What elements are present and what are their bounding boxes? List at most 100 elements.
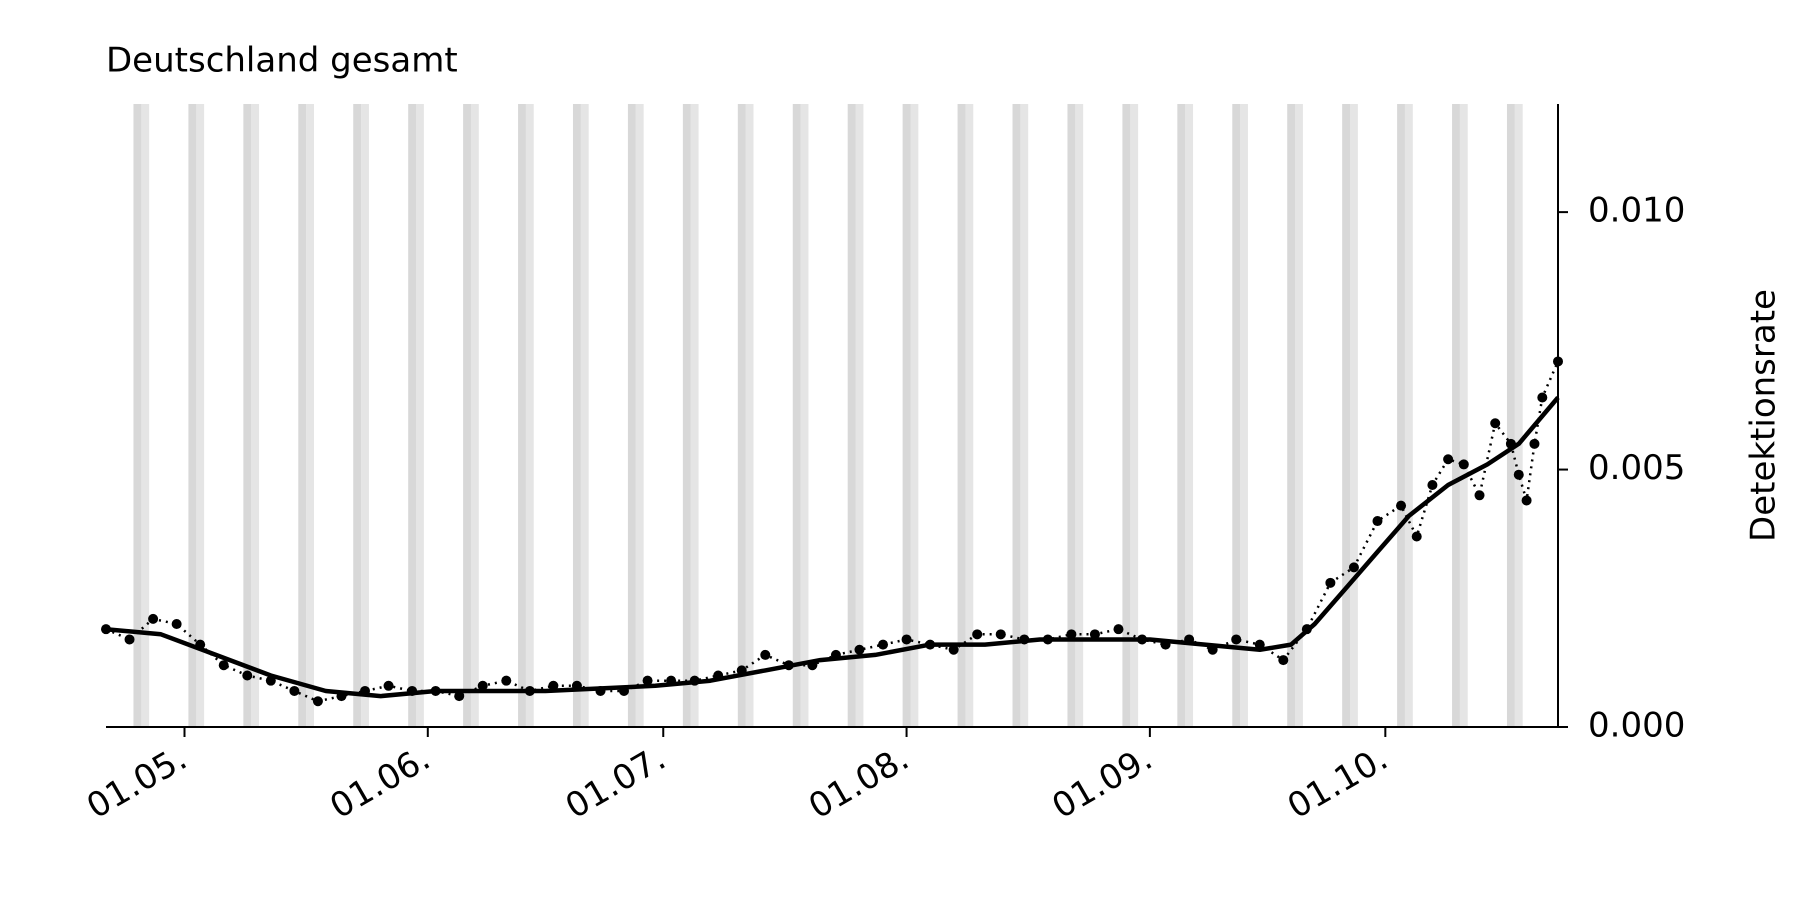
x-tick-label: 01.08. xyxy=(802,738,916,827)
weekend-band xyxy=(1012,104,1021,727)
data-point xyxy=(1396,500,1407,511)
weekend-band xyxy=(133,104,142,727)
weekend-band xyxy=(580,104,589,727)
weekend-band xyxy=(1514,104,1523,727)
weekend-band xyxy=(792,104,801,727)
weekend-band xyxy=(306,104,314,727)
data-point xyxy=(972,629,983,640)
data-point xyxy=(1521,495,1532,506)
weekend-band xyxy=(690,104,699,727)
data-point xyxy=(124,634,135,645)
chart-title: Deutschland gesamt xyxy=(106,41,458,81)
x-tick-label: 01.09. xyxy=(1045,738,1159,827)
weekend-band xyxy=(572,104,581,727)
data-point xyxy=(760,649,771,660)
weekend-band xyxy=(910,104,919,727)
weekend-band xyxy=(470,104,479,727)
weekend-band xyxy=(627,104,636,727)
data-point xyxy=(312,696,323,707)
weekend-band xyxy=(1067,104,1076,727)
data-point xyxy=(383,680,394,691)
weekend-band xyxy=(745,104,754,727)
weekend-band xyxy=(408,104,417,727)
data-point xyxy=(1325,577,1336,588)
weekend-band xyxy=(847,104,856,727)
data-point xyxy=(454,691,465,702)
y-tick-label: 0.000 xyxy=(1588,706,1685,746)
data-line xyxy=(105,360,1560,703)
weekend-band xyxy=(635,104,644,727)
weekend-band xyxy=(1185,104,1194,727)
weekend-band xyxy=(1452,104,1460,727)
data-point xyxy=(901,634,912,645)
data-point xyxy=(948,644,959,655)
weekend-band xyxy=(1122,104,1131,727)
data-point xyxy=(148,613,159,624)
weekend-band xyxy=(1459,104,1468,727)
weekend-band xyxy=(1020,104,1029,727)
data-point xyxy=(1231,634,1242,645)
weekend-band xyxy=(196,104,205,727)
weekend-band xyxy=(682,104,691,727)
weekend-band xyxy=(251,104,260,727)
weekend-band xyxy=(188,104,197,727)
data-point xyxy=(1113,624,1124,635)
weekend-band xyxy=(243,104,252,727)
weekend-band xyxy=(361,104,369,727)
data-point xyxy=(854,644,865,655)
x-tick-label: 01.10. xyxy=(1281,738,1395,827)
weekend-band xyxy=(1506,104,1515,727)
weekend-band xyxy=(141,104,150,727)
data-point xyxy=(1529,438,1540,449)
x-tick-label: 01.05. xyxy=(80,738,194,827)
weekend-band xyxy=(800,104,809,727)
weekend-band xyxy=(1240,104,1248,727)
data-point xyxy=(878,639,889,650)
weekend-band xyxy=(1177,104,1186,727)
weekend-band xyxy=(1075,104,1084,727)
data-point xyxy=(218,660,229,671)
data-point xyxy=(501,675,512,686)
data-point xyxy=(1513,469,1524,480)
data-point xyxy=(995,629,1006,640)
trend-line xyxy=(105,396,1560,699)
data-point xyxy=(1066,629,1077,640)
weekend-band xyxy=(1232,104,1241,727)
weekend-band xyxy=(416,104,424,727)
weekend-band xyxy=(1130,104,1139,727)
data-point xyxy=(1490,418,1501,429)
data-point xyxy=(289,685,300,696)
data-point xyxy=(1474,490,1485,501)
data-point xyxy=(1537,392,1548,403)
weekend-band xyxy=(1295,104,1303,727)
data-point xyxy=(1411,531,1422,542)
data-point xyxy=(1089,629,1100,640)
weekend-band xyxy=(1342,104,1351,727)
weekend-band xyxy=(1397,104,1405,727)
weekend-band xyxy=(855,104,864,727)
weekend-band xyxy=(1404,104,1413,727)
weekend-band xyxy=(298,104,307,727)
data-point xyxy=(477,680,488,691)
weekend-band xyxy=(957,104,966,727)
weekend-band xyxy=(518,104,526,727)
data-point xyxy=(1278,655,1289,666)
weekend-band xyxy=(525,104,534,727)
y-tick-label: 0.005 xyxy=(1588,448,1685,488)
data-point xyxy=(642,675,653,686)
weekend-band xyxy=(902,104,911,727)
weekend-band xyxy=(965,104,974,727)
x-tick-label: 01.06. xyxy=(323,738,437,827)
data-point xyxy=(1458,459,1469,470)
data-point xyxy=(242,670,253,681)
weekend-band xyxy=(463,104,471,727)
data-point xyxy=(1553,356,1563,367)
data-point xyxy=(1443,454,1454,465)
y-axis-label: Detektionsrate xyxy=(1744,289,1784,542)
data-point xyxy=(1348,562,1359,573)
data-point xyxy=(1372,516,1383,527)
y-tick-label: 0.010 xyxy=(1588,191,1685,231)
weekend-band xyxy=(1350,104,1358,727)
weekend-band xyxy=(737,104,746,727)
